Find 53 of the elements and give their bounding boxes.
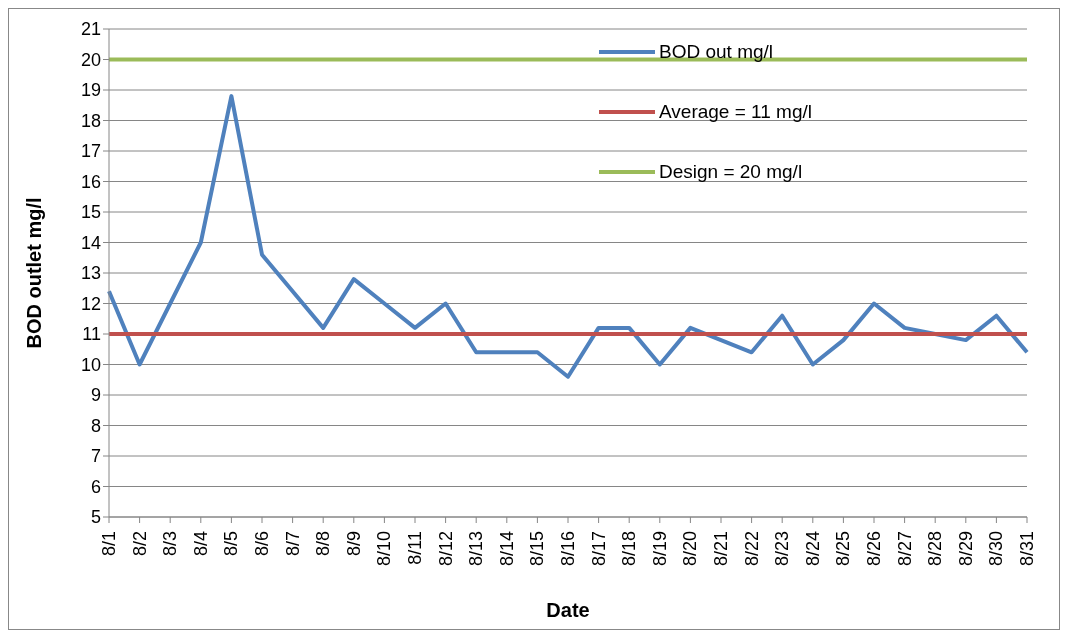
x-tick-label: 8/3 <box>160 531 181 557</box>
y-tick-label: 15 <box>80 202 101 223</box>
x-tick-label: 8/5 <box>221 531 242 557</box>
x-axis-title: Date <box>546 599 590 621</box>
y-tick-label: 20 <box>80 49 101 70</box>
y-tick-label: 9 <box>90 385 101 406</box>
x-tick-label: 8/17 <box>588 531 609 567</box>
x-tick-label: 8/11 <box>405 531 425 565</box>
x-tick-label: 8/15 <box>527 531 548 567</box>
y-tick-label: 7 <box>90 446 101 467</box>
x-tick-label: 8/18 <box>619 531 640 567</box>
x-tick-label: 8/24 <box>802 531 823 567</box>
x-tick-label: 8/9 <box>343 531 364 557</box>
x-tick-label: 8/30 <box>986 531 1007 567</box>
y-tick-label: 18 <box>80 110 101 131</box>
x-tick-label: 8/14 <box>496 531 517 567</box>
x-tick-label: 8/16 <box>558 531 578 567</box>
x-tick-label: 8/4 <box>190 531 211 557</box>
y-tick-label: 10 <box>80 354 101 375</box>
x-tick-label: 8/29 <box>955 531 976 567</box>
y-tick-label: 6 <box>90 476 101 497</box>
x-tick-label: 8/23 <box>772 531 793 567</box>
x-tick-label: 8/13 <box>466 531 487 567</box>
x-tick-label: 8/21 <box>711 531 731 567</box>
y-tick-label: 21 <box>80 19 101 40</box>
x-tick-label: 8/10 <box>374 531 395 567</box>
y-tick-label: 13 <box>80 263 101 284</box>
x-tick-label: 8/1 <box>99 531 119 557</box>
x-tick-label: 8/12 <box>435 531 456 567</box>
y-tick-label: 12 <box>80 293 101 314</box>
x-tick-label: 8/28 <box>925 531 946 567</box>
y-tick-label: 5 <box>90 507 101 528</box>
x-tick-label: 8/26 <box>864 531 884 567</box>
y-axis-title: BOD outlet mg/l <box>23 197 46 349</box>
x-tick-label: 8/7 <box>282 531 303 557</box>
legend-label: BOD out mg/l <box>659 41 774 63</box>
x-tick-label: 8/31 <box>1017 531 1037 567</box>
legend-label: Design = 20 mg/l <box>659 161 803 183</box>
y-tick-label: 14 <box>80 232 101 253</box>
legend-label: Average = 11 mg/l <box>659 101 812 123</box>
y-tick-label: 16 <box>80 171 101 192</box>
y-tick-label: 8 <box>90 415 101 436</box>
y-tick-label: 11 <box>82 324 101 345</box>
x-tick-label: 8/6 <box>252 531 272 557</box>
x-tick-label: 8/25 <box>833 531 854 567</box>
y-tick-label: 19 <box>80 80 101 101</box>
x-tick-label: 8/2 <box>129 531 150 557</box>
x-tick-label: 8/22 <box>741 531 762 567</box>
x-tick-label: 8/19 <box>649 531 670 567</box>
x-tick-label: 8/27 <box>894 531 915 567</box>
y-tick-label: 17 <box>80 141 101 162</box>
x-tick-label: 8/20 <box>680 531 701 567</box>
x-tick-label: 8/8 <box>313 531 334 557</box>
